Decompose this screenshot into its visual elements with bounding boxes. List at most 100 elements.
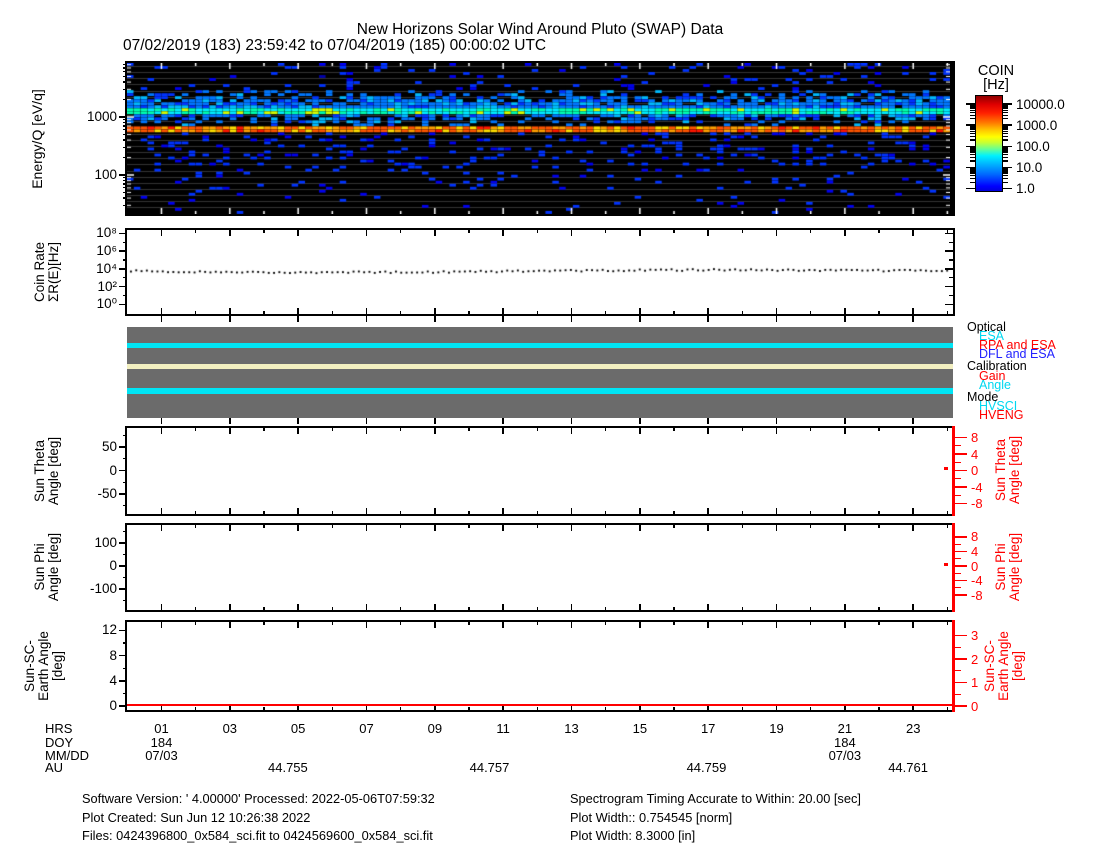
axis-tick xyxy=(1003,108,1008,110)
axis-tick xyxy=(297,418,299,424)
colorbar-title: COIN xyxy=(977,63,1015,79)
axis-tick xyxy=(365,525,368,531)
legend-label: RPA and ESA xyxy=(979,338,1056,352)
axis-tick xyxy=(970,105,975,107)
axis-tick xyxy=(123,81,127,83)
axis-tick xyxy=(365,604,368,610)
footer-files: Files: 0424396800_0x584_sci.fit to 04245… xyxy=(82,828,433,843)
axis-tick xyxy=(434,418,436,424)
axis-tick xyxy=(194,607,197,610)
axis-tick xyxy=(194,525,197,528)
axis-tick xyxy=(365,230,368,236)
axis-tick xyxy=(123,122,127,124)
axis-tick xyxy=(741,607,744,610)
axis-tick xyxy=(119,542,127,544)
axis-tick xyxy=(502,418,504,424)
axis-tick xyxy=(707,428,709,434)
axis-tick xyxy=(263,607,265,610)
axis-tick xyxy=(331,707,334,710)
axis-tick xyxy=(297,704,299,710)
axis-tick xyxy=(263,511,265,514)
axis-tick xyxy=(912,418,914,424)
axis-tick xyxy=(468,525,470,528)
axis-tick xyxy=(707,316,709,322)
axis-tick xyxy=(119,469,127,472)
tick-label: 0 xyxy=(971,463,979,478)
axis-tick xyxy=(741,311,744,314)
axis-tick xyxy=(878,230,880,233)
axis-tick xyxy=(741,707,744,710)
axis-tick xyxy=(119,285,127,288)
axis-tick xyxy=(123,71,127,73)
hour-label: 17 xyxy=(700,721,716,736)
axis-tick xyxy=(844,428,846,434)
axis-tick xyxy=(160,622,163,628)
axis-tick xyxy=(946,622,949,625)
axis-tick xyxy=(912,308,914,314)
axis-tick xyxy=(639,316,641,322)
axis-tick xyxy=(1003,175,1008,177)
footer-software-version: Software Version: ' 4.00000' Processed: … xyxy=(82,791,435,806)
axis-tick xyxy=(844,308,846,314)
axis-tick xyxy=(399,511,402,514)
hour-label: 15 xyxy=(632,721,648,736)
axis-tick xyxy=(970,173,975,175)
axis-tick xyxy=(229,508,231,514)
axis-tick xyxy=(955,634,967,637)
sun-phi-data-point xyxy=(943,562,948,567)
xaxis-row-au: AU xyxy=(45,760,64,775)
axis-tick xyxy=(604,511,607,514)
axis-tick xyxy=(1003,147,1008,149)
axis-tick xyxy=(123,146,127,148)
axis-tick xyxy=(966,166,975,169)
axis-tick xyxy=(955,494,961,496)
axis-tick xyxy=(160,230,163,236)
axis-tick xyxy=(1003,167,1008,169)
axis-tick xyxy=(844,508,846,514)
tick-label: 0 xyxy=(109,558,117,573)
axis-tick xyxy=(194,230,197,233)
axis-tick xyxy=(970,126,975,128)
axis-tick xyxy=(297,525,299,531)
axis-tick xyxy=(502,508,504,514)
tick-label: 2 xyxy=(971,651,979,667)
axis-tick xyxy=(970,109,975,112)
hour-label: 09 xyxy=(427,721,443,736)
tick-label: 100 xyxy=(94,535,117,550)
axis-tick xyxy=(331,428,334,431)
axis-tick xyxy=(1003,118,1008,120)
axis-tick xyxy=(434,704,436,710)
axis-tick xyxy=(160,525,163,531)
axis-tick xyxy=(399,230,402,233)
legend-label: ESA xyxy=(979,329,1005,343)
axis-tick xyxy=(970,139,975,141)
tick-label: 100 xyxy=(94,167,117,182)
axis-tick xyxy=(399,607,402,610)
axis-tick xyxy=(1003,146,1008,148)
axis-tick xyxy=(955,670,961,672)
xaxis-row-mmdd: MM/DD xyxy=(45,748,90,763)
axis-tick xyxy=(809,230,812,233)
axis-tick xyxy=(365,308,368,314)
axis-tick xyxy=(707,308,709,314)
axis-tick xyxy=(502,316,504,322)
axis-tick xyxy=(536,428,539,431)
axis-tick xyxy=(434,622,436,628)
axis-tick xyxy=(123,75,127,78)
axis-tick xyxy=(123,434,127,436)
legend-label: HVENG xyxy=(979,408,1024,422)
axis-tick xyxy=(955,436,967,439)
tick-label: 10² xyxy=(97,278,117,294)
axis-tick xyxy=(946,311,949,314)
axis-tick xyxy=(949,259,953,261)
axis-tick xyxy=(297,316,299,322)
axis-tick xyxy=(1003,127,1008,130)
axis-tick xyxy=(160,308,163,314)
tick-label: 10⁰ xyxy=(96,296,117,312)
axis-tick xyxy=(123,133,127,136)
axis-tick xyxy=(673,607,675,610)
axis-tick xyxy=(119,493,127,495)
hvsci-active-stripe xyxy=(127,388,953,394)
axis-tick xyxy=(399,428,402,431)
axis-tick xyxy=(1003,129,1008,131)
